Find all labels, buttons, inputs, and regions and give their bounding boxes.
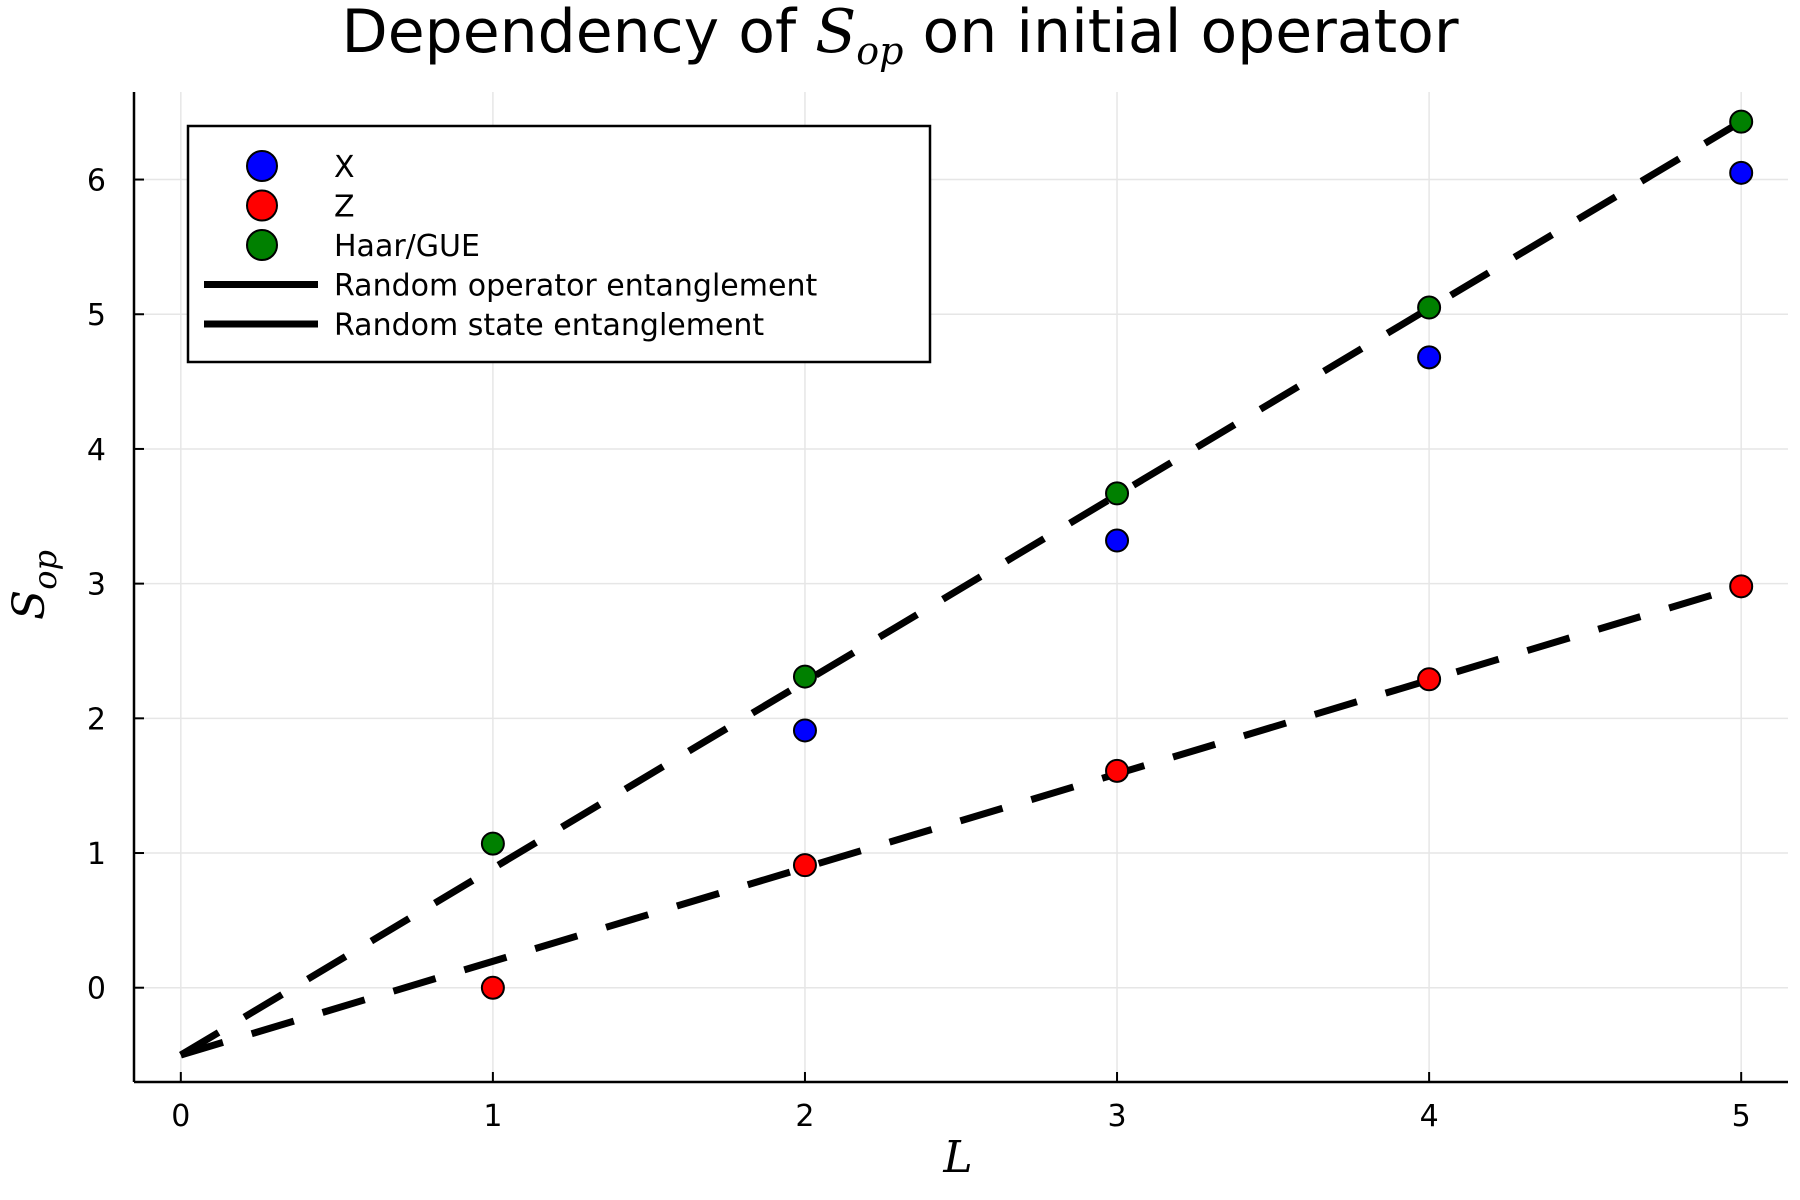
legend-marker [246, 189, 278, 222]
dashed-lines [179, 118, 1743, 1059]
point-z [1105, 758, 1130, 783]
legend-marker [246, 150, 278, 182]
legend-item-random-operator-entanglement: Random operator entanglement [204, 269, 817, 304]
y-tick-label: 5 [87, 298, 106, 333]
line-random-operator-entanglement [179, 118, 1743, 1059]
chart-title: Dependency of Sop on initial operator [342, 0, 1459, 73]
x-axis-label: L [942, 1132, 972, 1183]
x-tick-label: 1 [483, 1099, 502, 1134]
x-tick-label: 2 [795, 1099, 814, 1134]
point-z [480, 975, 505, 1000]
legend: XZ Haar/GUE Random operator entanglement Ra… [186, 124, 932, 364]
point-haar-gue [1105, 481, 1130, 506]
legend-label: Random operator entanglement [334, 269, 817, 304]
point-haar-gue [1417, 295, 1442, 320]
x-tick-label: 4 [1420, 1099, 1439, 1134]
y-tick-label: 6 [87, 164, 106, 199]
y-tick-label: 3 [87, 568, 106, 603]
point-x [792, 718, 817, 743]
legend-label: X [334, 150, 355, 185]
x-tick-label: 3 [1107, 1099, 1126, 1134]
y-axis-label: Sop [4, 550, 64, 620]
point-x [1417, 345, 1442, 370]
tick-labels: 0 1 2 3 4 5 0 1 2 3 4 5 6 [87, 164, 1751, 1134]
axes [132, 92, 1788, 1084]
legend-item-random-state-entanglement: Random state entanglement [204, 308, 764, 343]
x-tick-label: 0 [171, 1099, 190, 1134]
y-tick-label: 0 [87, 972, 106, 1007]
point-haar-gue [792, 664, 817, 689]
legend-label: Z [334, 190, 355, 225]
point-z [1417, 667, 1442, 692]
y-tick-label: 1 [87, 837, 106, 872]
x-tick-label: 5 [1732, 1099, 1751, 1134]
legend-label: Random state entanglement [334, 308, 764, 343]
legend-item-x: X [246, 150, 355, 185]
point-haar-gue [480, 831, 505, 856]
point-x [1729, 160, 1754, 185]
legend-item-z: Z [246, 189, 355, 225]
y-tick-label: 4 [87, 433, 106, 468]
point-z [1729, 574, 1754, 599]
y-tick-label: 2 [87, 702, 106, 737]
legend-item-haar-gue: Haar/GUE [246, 229, 480, 264]
point-haar-gue [1729, 109, 1754, 134]
point-x [1105, 528, 1130, 553]
point-z [792, 853, 817, 878]
data-points [480, 109, 1754, 1000]
legend-label: Haar/GUE [334, 229, 480, 264]
legend-marker [246, 229, 278, 261]
line-random-state-entanglement [179, 582, 1743, 1059]
